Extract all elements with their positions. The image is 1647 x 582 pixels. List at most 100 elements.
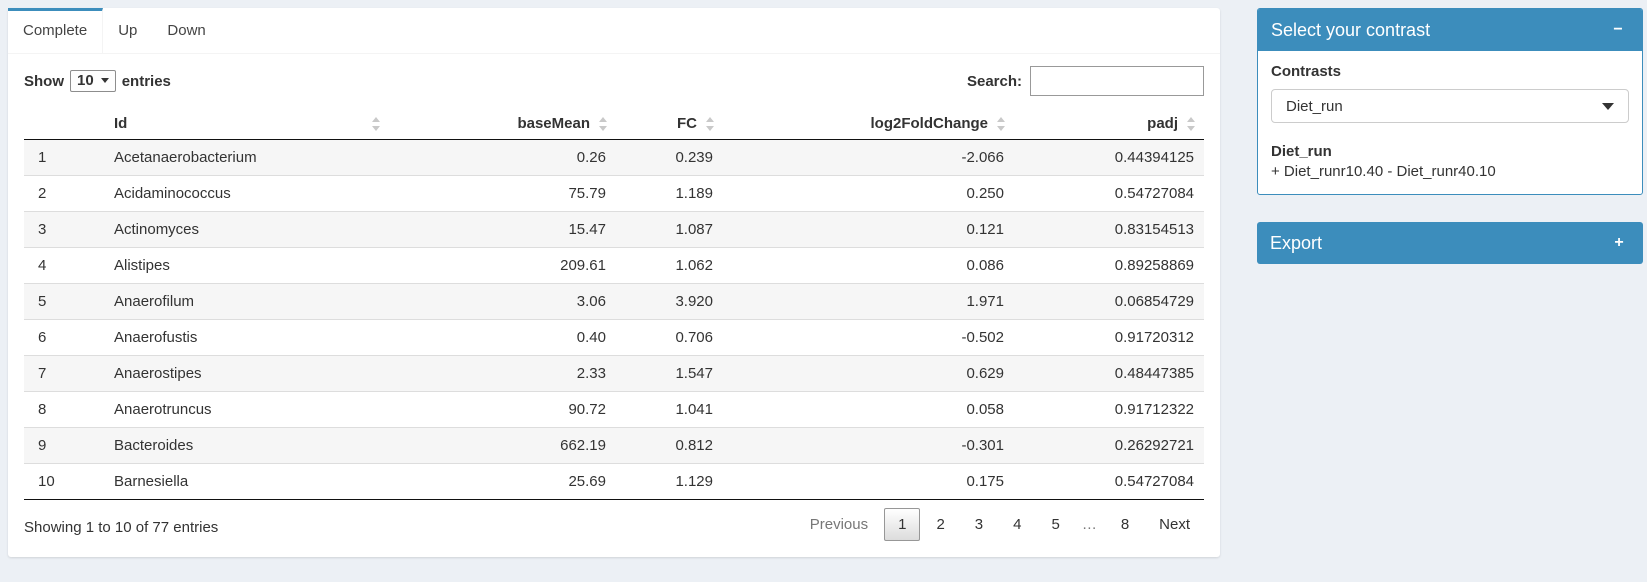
cell-id: Acidaminococcus	[104, 175, 389, 212]
cell-fc: 1.547	[616, 355, 723, 392]
header-id[interactable]: Id	[104, 108, 389, 140]
cell-fc: 0.812	[616, 427, 723, 464]
tab-down-label: Down	[167, 22, 206, 39]
contrast-formula: + Diet_runr10.40 - Diet_runr40.10	[1271, 163, 1496, 180]
pagination-page-2[interactable]: 2	[936, 516, 945, 533]
sort-both-icon	[371, 116, 381, 132]
pagination-previous[interactable]: Previous	[809, 516, 869, 533]
cell-fc: 1.062	[616, 247, 723, 284]
pagination-page-4[interactable]: 4	[1013, 516, 1022, 533]
results-tabbox: Complete Up Down Show 10 entries Se	[8, 8, 1220, 557]
cell-id: Anaerostipes	[104, 355, 389, 392]
cell-index: 7	[24, 355, 104, 392]
results-panel: Complete Up Down Show 10 entries Se	[8, 8, 1220, 557]
search-control: Search:	[967, 66, 1204, 96]
table-row: 5 Anaerofilum 3.06 3.920 1.971 0.0685472…	[24, 283, 1204, 320]
contrast-name: Diet_run	[1271, 143, 1332, 160]
tab-content: Show 10 entries Search:	[8, 54, 1220, 557]
cell-basemean: 3.06	[389, 283, 616, 320]
tab-up[interactable]: Up	[103, 8, 152, 53]
pagination-page-8[interactable]: 8	[1120, 516, 1130, 533]
cell-basemean: 75.79	[389, 175, 616, 212]
cell-basemean: 25.69	[389, 463, 616, 500]
cell-id: Anaerofustis	[104, 319, 389, 356]
cell-basemean: 0.26	[576, 149, 606, 166]
cell-log2foldchange: 0.250	[723, 175, 1014, 212]
cell-fc: 3.920	[616, 283, 723, 320]
collapse-minus-icon[interactable]: −	[1613, 21, 1623, 38]
header-basemean[interactable]: baseMean	[389, 108, 616, 140]
cell-fc: 1.087	[616, 211, 723, 248]
cell-index: 2	[24, 175, 104, 212]
pagination-page-3[interactable]: 3	[974, 516, 984, 533]
pagination-next[interactable]: Next	[1159, 516, 1190, 533]
cell-padj: 0.44394125	[1114, 149, 1194, 166]
table-header-row: Id baseMean FC log2FoldChange padj	[24, 108, 1204, 140]
export-box-header[interactable]: Export +	[1257, 222, 1643, 264]
header-id-label: Id	[114, 115, 128, 132]
cell-padj: 0.89258869	[1014, 247, 1204, 284]
tab-bar: Complete Up Down	[8, 8, 1220, 54]
results-table: Id baseMean FC log2FoldChange padj 1 Ace…	[24, 108, 1204, 500]
cell-padj: 0.83154513	[1014, 211, 1204, 248]
cell-fc: 1.041	[616, 391, 723, 428]
cell-padj: 0.06854729	[1014, 283, 1204, 320]
cell-index: 5	[24, 283, 104, 320]
cell-padj: 0.26292721	[1014, 427, 1204, 464]
cell-index: 3	[24, 211, 104, 248]
table-info: Showing 1 to 10 of 77 entries	[24, 519, 219, 536]
contrast-select[interactable]: Diet_run	[1271, 89, 1629, 123]
select-caret-icon	[100, 78, 109, 83]
contrast-box-header: Select your contrast −	[1258, 9, 1642, 51]
cell-id: Bacteroides	[104, 427, 389, 464]
pagination-page-5[interactable]: 5	[1051, 516, 1060, 533]
header-fc[interactable]: FC	[616, 108, 723, 140]
table-row: 2 Acidaminococcus 75.79 1.189 0.250 0.54…	[24, 175, 1204, 212]
cell-index: 4	[24, 247, 104, 284]
cell-log2foldchange: -0.301	[723, 427, 1014, 464]
search-input[interactable]	[1030, 66, 1204, 96]
table-footer: Showing 1 to 10 of 77 entries Previous 1…	[24, 508, 1204, 541]
search-label: Search:	[966, 72, 1022, 90]
page: Complete Up Down Show 10 entries Se	[8, 8, 1643, 557]
page-length-select[interactable]: 10	[70, 70, 116, 92]
sort-both-icon	[1186, 116, 1196, 132]
table-row: 3 Actinomyces 15.47 1.087 0.121 0.831545…	[24, 211, 1204, 248]
header-index[interactable]	[24, 108, 104, 140]
cell-index: 1	[38, 149, 47, 166]
entries-label: entries	[121, 72, 171, 90]
cell-basemean: 662.19	[389, 427, 616, 464]
cell-id: Anaerotruncus	[104, 391, 389, 428]
contrast-box-body: Contrasts Diet_run Diet_run + Diet_runr1…	[1258, 51, 1642, 194]
sidebar-panel: Select your contrast − Contrasts Diet_ru…	[1257, 8, 1643, 291]
header-padj[interactable]: padj	[1014, 108, 1204, 140]
expand-plus-icon[interactable]: +	[1614, 234, 1624, 251]
dropdown-caret-icon	[1602, 102, 1614, 110]
tab-down[interactable]: Down	[152, 8, 220, 53]
header-log2foldchange-label: log2FoldChange	[870, 115, 989, 132]
cell-log2foldchange: 0.058	[723, 391, 1014, 428]
cell-log2foldchange: 0.175	[723, 463, 1014, 500]
cell-padj: 0.91712322	[1014, 391, 1204, 428]
cell-log2foldchange: 0.121	[723, 211, 1014, 248]
cell-index: 9	[24, 427, 104, 464]
cell-index: 6	[24, 319, 104, 356]
cell-fc: 1.189	[616, 175, 723, 212]
cell-log2foldchange: -2.066	[961, 149, 1004, 166]
tab-complete[interactable]: Complete	[8, 8, 104, 53]
tab-complete-label: Complete	[23, 22, 88, 39]
cell-fc: 0.706	[616, 319, 723, 356]
page-length-value: 10	[77, 72, 94, 89]
pagination-page-1[interactable]: 1	[884, 508, 921, 541]
header-log2foldchange[interactable]: log2FoldChange	[723, 108, 1014, 140]
cell-padj: 0.54727084	[1014, 175, 1204, 212]
cell-basemean: 2.33	[389, 355, 616, 392]
cell-basemean: 209.61	[389, 247, 616, 284]
cell-id: Anaerofilum	[104, 283, 389, 320]
cell-index: 10	[24, 463, 104, 500]
contrasts-label: Contrasts	[1271, 63, 1342, 80]
tab-up-label: Up	[118, 22, 138, 39]
header-basemean-label: baseMean	[517, 115, 590, 132]
cell-id: Barnesiella	[104, 463, 389, 500]
pagination-ellipsis: …	[1081, 516, 1097, 533]
